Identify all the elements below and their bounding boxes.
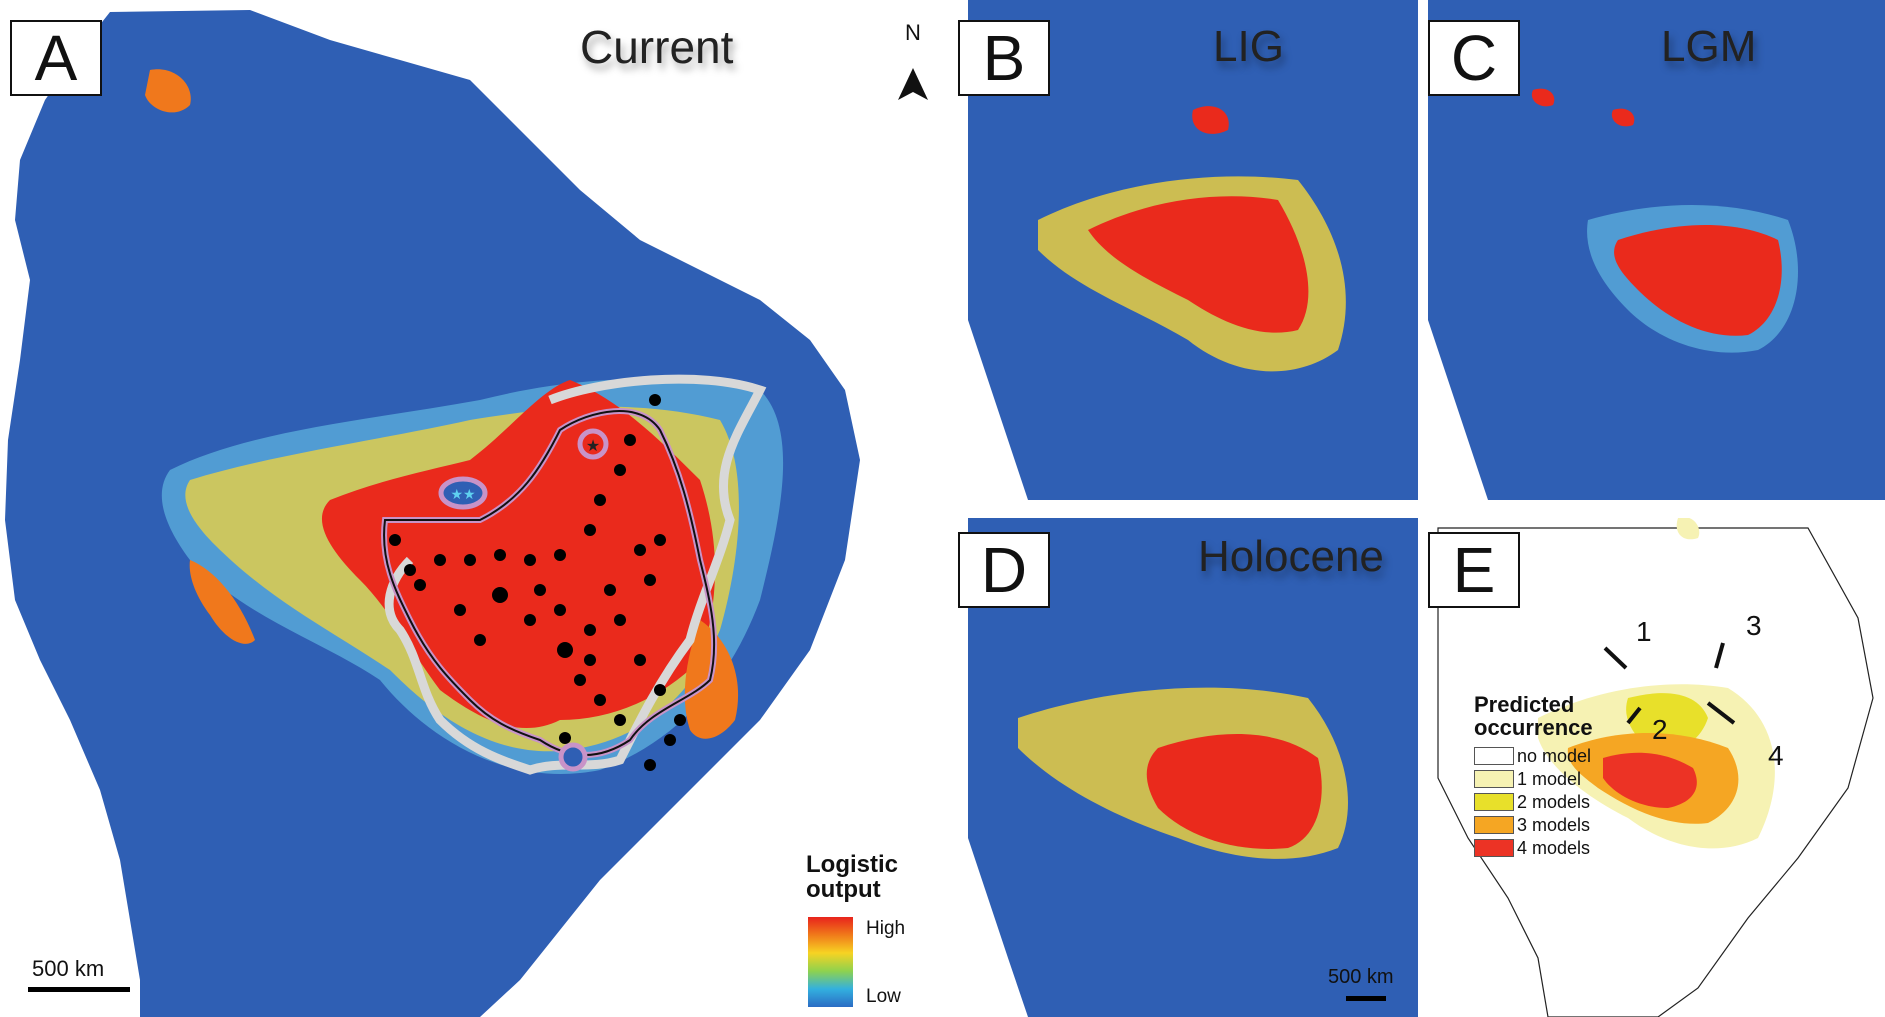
occurrence-legend-title: Predicted occurrence	[1474, 693, 1593, 739]
logistic-legend-title-line1: Logistic	[806, 851, 899, 878]
legend-label: 4 models	[1517, 837, 1591, 858]
ramp-high-label: High	[866, 918, 906, 939]
star-orange: ★	[586, 438, 600, 455]
extent-outline-black	[383, 410, 716, 756]
panel-d-holocene: D Holocene 500 km	[958, 518, 1418, 1017]
occurrence-north-blob	[1676, 518, 1700, 540]
map-holocene	[968, 518, 1418, 1017]
panel-title-lig: LIG	[1213, 22, 1284, 71]
panel-letter-e: E	[1428, 532, 1520, 608]
map-predicted-occurrence	[1437, 518, 1874, 1017]
scale-bar-d-label: 500 km	[1328, 966, 1394, 988]
panel-a-current: ★ ★★ A Current N Logistic output High Lo…	[5, 10, 928, 1017]
region-label-2: 2	[1652, 714, 1668, 745]
panel-title-holocene: Holocene	[1198, 532, 1384, 581]
suitability-high-core	[1146, 734, 1322, 849]
occurrence-legend: no model 1 model 2 models 3 models 4 mod…	[1474, 746, 1634, 861]
legend-swatch	[1474, 747, 1514, 765]
region-label-1: 1	[1636, 616, 1652, 647]
pointer-1	[1603, 646, 1628, 670]
legend-swatch	[1474, 816, 1514, 834]
logistic-legend-title-line2: output	[806, 876, 881, 904]
distribution-track-gray	[384, 374, 767, 775]
occurrence-legend-title-line1: Predicted	[1474, 692, 1575, 717]
legend-label: 2 models	[1517, 791, 1591, 812]
map-lig	[968, 0, 1418, 500]
pointer-3	[1714, 642, 1725, 669]
suitability-west-andes	[189, 560, 255, 644]
panel-letter-d: D	[958, 532, 1050, 608]
logistic-color-ramp	[808, 917, 853, 1007]
panel-letter-c: C	[1428, 20, 1520, 96]
panel-title-lgm: LGM	[1661, 22, 1757, 71]
legend-swatch	[1474, 793, 1514, 811]
region-label-3: 3	[1746, 610, 1762, 641]
occurrence-points	[389, 394, 686, 771]
north-arrow-icon	[898, 68, 928, 100]
pointer-2	[1626, 706, 1642, 725]
legend-label: 1 model	[1517, 768, 1582, 789]
legend-item-2-models: 2 models	[1474, 792, 1590, 812]
panel-letter-a: A	[10, 20, 102, 96]
legend-swatch	[1474, 839, 1514, 857]
region-label-4: 4	[1768, 740, 1784, 771]
scale-bar-a-label: 500 km	[32, 956, 105, 981]
point-marker-ring	[558, 742, 588, 772]
suitability-north-blob	[1192, 106, 1229, 134]
panel-title-current: Current	[580, 21, 734, 73]
ramp-low-label: Low	[866, 986, 901, 1007]
panel-e-occurrence: E 1 3 2 4 Predicted occurrence no model …	[1428, 518, 1885, 1017]
scale-bar-d	[1346, 996, 1386, 1001]
star-blue: ★★	[450, 486, 475, 502]
suitability-north-blob	[1531, 88, 1555, 107]
star-marker-orange-ring	[577, 428, 609, 460]
logistic-legend-title: Logistic output	[806, 851, 899, 904]
suitability-high-core	[1614, 225, 1782, 336]
suitability-high-core	[1088, 196, 1309, 333]
star-marker-blue-ring	[438, 476, 488, 510]
panel-c-lgm: C LGM	[1428, 0, 1885, 500]
legend-swatch	[1474, 770, 1514, 788]
panel-letter-b: B	[958, 20, 1050, 96]
occurrence-4-models	[1603, 752, 1697, 808]
map-current: ★ ★★	[5, 10, 928, 1017]
north-label: N	[905, 20, 921, 45]
occurrence-legend-title-line2: occurrence	[1474, 715, 1593, 741]
legend-item-1-model: 1 model	[1474, 769, 1581, 789]
legend-item-3-models: 3 models	[1474, 815, 1590, 835]
legend-label: no model	[1517, 745, 1592, 766]
legend-item-no-model: no model	[1474, 746, 1591, 766]
suitability-north	[145, 69, 191, 113]
map-lgm	[1428, 0, 1885, 500]
scale-bar-a	[28, 987, 130, 992]
panel-b-lig: B LIG	[958, 0, 1418, 500]
pointer-4	[1706, 701, 1736, 725]
legend-label: 3 models	[1517, 814, 1591, 835]
legend-item-4-models: 4 models	[1474, 838, 1590, 858]
suitability-north-blob-2	[1611, 108, 1635, 127]
